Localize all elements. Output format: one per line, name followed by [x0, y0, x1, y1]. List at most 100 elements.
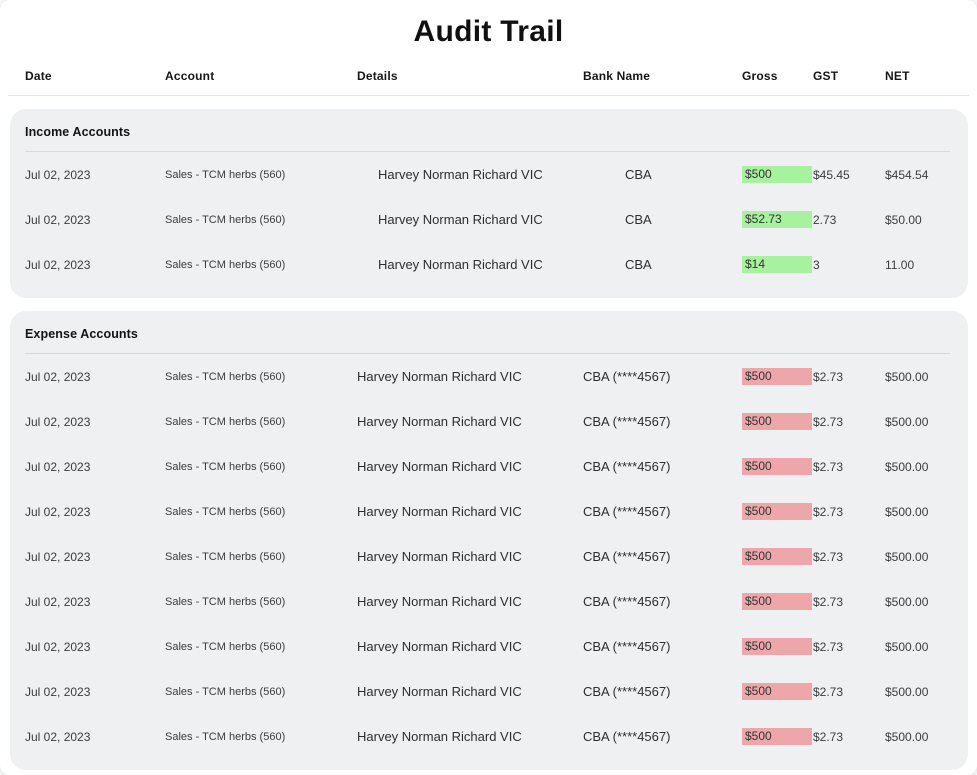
gross-highlight: $500 — [742, 458, 812, 475]
cell-details: Harvey Norman Richard VIC — [357, 414, 522, 429]
gross-highlight: $500 — [742, 166, 812, 183]
gross-highlight: $500 — [742, 638, 812, 655]
cell-gst: $2.73 — [813, 549, 844, 564]
cell-date: Jul 02, 2023 — [25, 594, 91, 609]
gross-highlight: $500 — [742, 503, 812, 520]
cell-account: Sales - TCM herbs (560) — [165, 258, 286, 271]
cell-date: Jul 02, 2023 — [25, 257, 91, 272]
cell-net: $500.00 — [885, 414, 929, 429]
column-header-details: Details — [357, 69, 398, 83]
cell-account: Sales - TCM herbs (560) — [165, 550, 286, 563]
cell-details: Harvey Norman Richard VIC — [357, 594, 522, 609]
cell-details: Harvey Norman Richard VIC — [357, 369, 522, 384]
column-header-net: NET — [885, 69, 910, 83]
cell-gst: $2.73 — [813, 504, 844, 519]
table-row: Jul 02, 2023 Sales - TCM herbs (560) Har… — [25, 669, 950, 714]
cell-bank-name: CBA — [625, 167, 652, 182]
cell-gross: $500 — [742, 503, 813, 520]
cell-account: Sales - TCM herbs (560) — [165, 213, 286, 226]
gross-highlight: $500 — [742, 728, 812, 745]
cell-net: $500.00 — [885, 639, 929, 654]
cell-date: Jul 02, 2023 — [25, 369, 91, 384]
cell-details: Harvey Norman Richard VIC — [357, 684, 522, 699]
cell-gross: $500 — [742, 593, 813, 610]
cell-details: Harvey Norman Richard VIC — [378, 257, 543, 272]
cell-gst: $2.73 — [813, 459, 844, 474]
cell-net: 11.00 — [885, 257, 915, 272]
cell-gross: $500 — [742, 166, 813, 183]
table-column-headers: Date Account Details Bank Name Gross GST… — [25, 66, 952, 86]
column-header-bank-name: Bank Name — [583, 69, 651, 83]
header-divider — [8, 95, 969, 96]
cell-date: Jul 02, 2023 — [25, 504, 91, 519]
table-row: Jul 02, 2023 Sales - TCM herbs (560) Har… — [25, 534, 950, 579]
cell-bank-name: CBA (****4567) — [583, 684, 671, 699]
cell-account: Sales - TCM herbs (560) — [165, 685, 286, 698]
cell-bank-name: CBA — [625, 212, 652, 227]
gross-highlight: $52.73 — [742, 211, 812, 228]
cell-gst: $2.73 — [813, 594, 844, 609]
cell-date: Jul 02, 2023 — [25, 459, 91, 474]
cell-bank-name: CBA (****4567) — [583, 594, 671, 609]
cell-gross: $500 — [742, 458, 813, 475]
cell-gross: $500 — [742, 683, 813, 700]
cell-account: Sales - TCM herbs (560) — [165, 460, 286, 473]
cell-gross: $500 — [742, 728, 813, 745]
cell-account: Sales - TCM herbs (560) — [165, 595, 286, 608]
cell-gst: $2.73 — [813, 729, 844, 744]
table-row: Jul 02, 2023 Sales - TCM herbs (560) Har… — [25, 579, 950, 624]
cell-bank-name: CBA (****4567) — [583, 369, 671, 384]
cell-bank-name: CBA (****4567) — [583, 549, 671, 564]
column-header-gst: GST — [813, 69, 839, 83]
cell-account: Sales - TCM herbs (560) — [165, 370, 286, 383]
section-divider — [25, 151, 950, 152]
cell-date: Jul 02, 2023 — [25, 729, 91, 744]
cell-gst: $2.73 — [813, 414, 844, 429]
cell-net: $500.00 — [885, 459, 929, 474]
cell-date: Jul 02, 2023 — [25, 414, 91, 429]
cell-details: Harvey Norman Richard VIC — [378, 167, 543, 182]
gross-highlight: $500 — [742, 368, 812, 385]
section-rows: Jul 02, 2023 Sales - TCM herbs (560) Har… — [25, 354, 950, 759]
cell-gross: $52.73 — [742, 211, 813, 228]
cell-bank-name: CBA (****4567) — [583, 459, 671, 474]
cell-date: Jul 02, 2023 — [25, 212, 91, 227]
column-header-gross: Gross — [742, 69, 778, 83]
table-row: Jul 02, 2023 Sales - TCM herbs (560) Har… — [25, 197, 950, 242]
cell-gst: $2.73 — [813, 684, 844, 699]
cell-gst: $2.73 — [813, 369, 844, 384]
section-title: Expense Accounts — [25, 327, 138, 341]
cell-details: Harvey Norman Richard VIC — [357, 459, 522, 474]
cell-net: $500.00 — [885, 594, 929, 609]
cell-date: Jul 02, 2023 — [25, 684, 91, 699]
cell-gst: $2.73 — [813, 639, 844, 654]
cell-net: $500.00 — [885, 369, 929, 384]
cell-bank-name: CBA — [625, 257, 652, 272]
column-header-account: Account — [165, 69, 215, 83]
table-row: Jul 02, 2023 Sales - TCM herbs (560) Har… — [25, 489, 950, 534]
cell-date: Jul 02, 2023 — [25, 549, 91, 564]
cell-net: $454.54 — [885, 167, 929, 182]
cell-net: $500.00 — [885, 504, 929, 519]
column-header-date: Date — [25, 69, 52, 83]
expense-accounts-section: Expense Accounts Jul 02, 2023 Sales - TC… — [10, 311, 968, 770]
cell-details: Harvey Norman Richard VIC — [357, 549, 522, 564]
cell-gross: $14 — [742, 256, 813, 273]
table-row: Jul 02, 2023 Sales - TCM herbs (560) Har… — [25, 624, 950, 669]
cell-bank-name: CBA (****4567) — [583, 729, 671, 744]
section-title: Income Accounts — [25, 125, 131, 139]
cell-details: Harvey Norman Richard VIC — [357, 639, 522, 654]
cell-gross: $500 — [742, 368, 813, 385]
table-row: Jul 02, 2023 Sales - TCM herbs (560) Har… — [25, 714, 950, 759]
cell-bank-name: CBA (****4567) — [583, 639, 671, 654]
cell-account: Sales - TCM herbs (560) — [165, 505, 286, 518]
cell-bank-name: CBA (****4567) — [583, 504, 671, 519]
cell-net: $500.00 — [885, 549, 929, 564]
section-divider — [25, 353, 950, 354]
table-row: Jul 02, 2023 Sales - TCM herbs (560) Har… — [25, 152, 950, 197]
page-title: Audit Trail — [413, 15, 564, 48]
cell-details: Harvey Norman Richard VIC — [378, 212, 543, 227]
table-row: Jul 02, 2023 Sales - TCM herbs (560) Har… — [25, 354, 950, 399]
cell-gross: $500 — [742, 413, 813, 430]
